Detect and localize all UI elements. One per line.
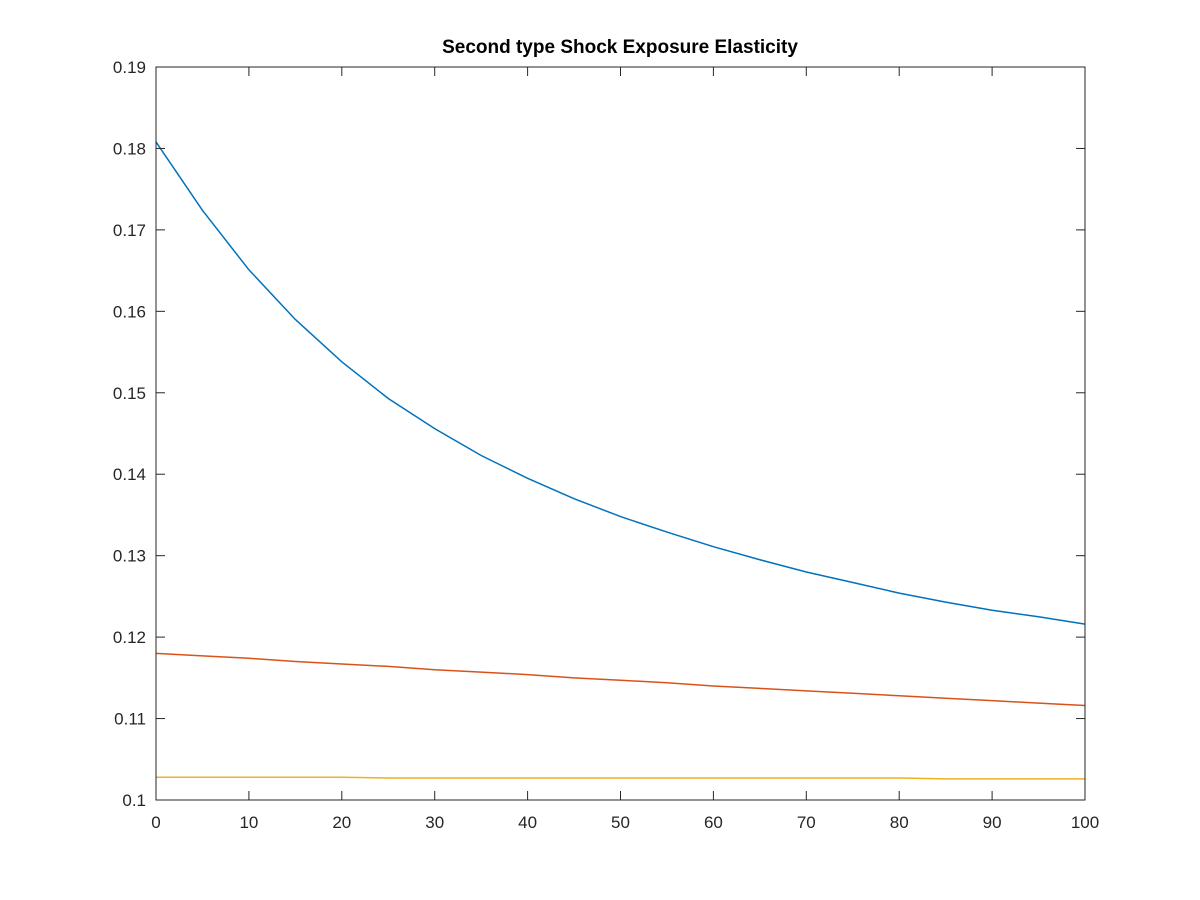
series-line-2: [155, 652, 1086, 707]
y-axis-ticks: 0.1 0.11 0.12 0.13 0.14 0.15 0.16 0.17 0.18 0.19: [113, 58, 1085, 810]
y-tick-label: 0.13: [113, 547, 146, 566]
series-line-1: [155, 141, 1086, 625]
x-tick-label: 70: [797, 813, 816, 832]
x-tick-label: 80: [890, 813, 909, 832]
y-tick-label: 0.18: [113, 139, 146, 158]
y-tick-label: 0.16: [113, 302, 146, 321]
x-tick-label: 50: [611, 813, 630, 832]
chart-title: Second type Shock Exposure Elasticity: [442, 37, 798, 58]
x-tick-label: 90: [983, 813, 1002, 832]
y-tick-label: 0.11: [114, 710, 146, 729]
y-tick-label: 0.1: [122, 791, 146, 810]
x-tick-label: 0: [151, 813, 160, 832]
x-tick-label: 10: [239, 813, 258, 832]
y-tick-label: 0.19: [113, 58, 146, 77]
x-tick-label: 60: [704, 813, 723, 832]
series-line-3: [156, 776, 1085, 780]
y-tick-label: 0.14: [113, 465, 146, 484]
y-tick-label: 0.12: [113, 628, 146, 647]
x-tick-label: 20: [332, 813, 351, 832]
x-tick-label: 100: [1071, 813, 1099, 832]
y-tick-label: 0.15: [113, 384, 146, 403]
series-layer: [155, 141, 1086, 780]
x-tick-label: 30: [425, 813, 444, 832]
y-tick-label: 0.17: [113, 221, 146, 240]
x-axis-ticks: 0 10 20 30 40 50 60 70 80 90 100: [151, 67, 1099, 832]
x-tick-label: 40: [518, 813, 537, 832]
